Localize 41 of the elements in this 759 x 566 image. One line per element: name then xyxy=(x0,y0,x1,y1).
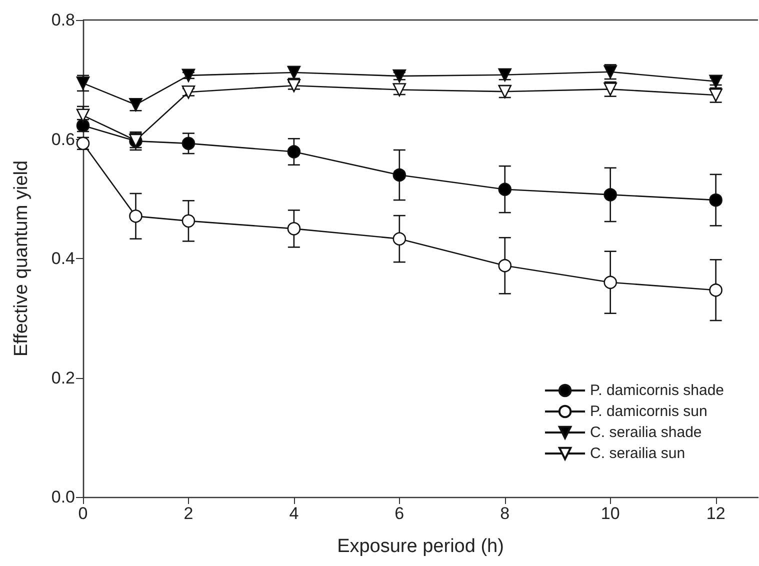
x-tick-label: 8 xyxy=(500,504,510,523)
point xyxy=(498,259,512,272)
point xyxy=(604,276,617,289)
x-tick-label: 4 xyxy=(289,504,299,523)
point xyxy=(709,193,722,207)
point xyxy=(604,188,617,202)
y-axis-title: Effective quantum yield xyxy=(11,160,32,357)
y-tick-label: 0.6 xyxy=(51,130,75,149)
point xyxy=(182,68,196,82)
legend-label: P. damicornis shade xyxy=(590,382,724,399)
point xyxy=(392,69,406,83)
point xyxy=(287,78,301,92)
point xyxy=(287,145,301,158)
legend-label: P. damicornis sun xyxy=(590,403,708,420)
point xyxy=(709,74,722,88)
y-tick-label: 0.8 xyxy=(51,10,75,30)
y-tick-label: 0.2 xyxy=(51,368,75,388)
legend-label: C. serailia shade xyxy=(590,424,702,441)
point xyxy=(709,283,722,297)
point xyxy=(129,98,142,112)
point xyxy=(498,182,512,196)
point xyxy=(182,85,196,99)
point xyxy=(392,168,406,182)
y-tick-label: 0.0 xyxy=(51,488,75,506)
point xyxy=(76,108,90,122)
point xyxy=(76,118,90,132)
point xyxy=(182,136,196,150)
x-tick-label: 10 xyxy=(600,504,620,523)
point xyxy=(392,232,406,246)
point xyxy=(76,136,90,150)
y-tick-label: 0.4 xyxy=(51,249,75,268)
x-tick-label: 12 xyxy=(706,504,726,523)
point xyxy=(182,214,196,228)
point xyxy=(129,210,142,223)
x-tick-label: 2 xyxy=(184,504,194,523)
point xyxy=(287,222,301,236)
point xyxy=(76,76,90,90)
x-tick-label: 6 xyxy=(394,504,404,523)
x-axis-title: Exposure period (h) xyxy=(337,536,504,557)
legend-label: C. serailia sun xyxy=(590,445,686,462)
x-tick-label: 0 xyxy=(78,504,88,523)
